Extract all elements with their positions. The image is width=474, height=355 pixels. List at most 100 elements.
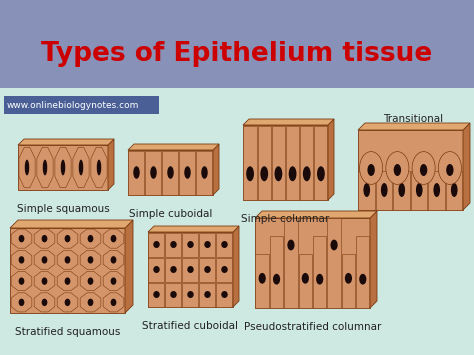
Bar bbox=[148, 257, 164, 282]
Polygon shape bbox=[358, 123, 470, 130]
Polygon shape bbox=[103, 250, 124, 269]
Ellipse shape bbox=[420, 164, 427, 176]
Polygon shape bbox=[91, 147, 107, 188]
Ellipse shape bbox=[88, 299, 93, 306]
Bar bbox=[148, 233, 164, 257]
Polygon shape bbox=[128, 144, 219, 150]
Ellipse shape bbox=[42, 299, 47, 306]
Ellipse shape bbox=[260, 166, 268, 181]
Bar bbox=[165, 283, 182, 306]
Bar bbox=[243, 125, 328, 200]
Bar bbox=[300, 126, 313, 200]
Ellipse shape bbox=[42, 256, 47, 264]
Text: Stratified cuboidal: Stratified cuboidal bbox=[143, 321, 238, 331]
Ellipse shape bbox=[317, 166, 325, 181]
Ellipse shape bbox=[381, 183, 388, 197]
Bar bbox=[358, 130, 463, 210]
Bar bbox=[217, 233, 233, 257]
Ellipse shape bbox=[204, 266, 211, 273]
Ellipse shape bbox=[43, 160, 47, 175]
Bar bbox=[0, 0, 474, 88]
Polygon shape bbox=[11, 229, 32, 248]
Ellipse shape bbox=[79, 160, 83, 175]
Ellipse shape bbox=[416, 183, 423, 197]
Polygon shape bbox=[55, 147, 71, 188]
Text: Simple squamous: Simple squamous bbox=[17, 204, 109, 214]
Ellipse shape bbox=[88, 235, 93, 242]
Ellipse shape bbox=[133, 166, 140, 179]
Ellipse shape bbox=[446, 164, 454, 176]
Polygon shape bbox=[18, 139, 114, 145]
Polygon shape bbox=[10, 220, 133, 228]
Polygon shape bbox=[213, 144, 219, 195]
Bar bbox=[217, 283, 233, 306]
Bar bbox=[197, 151, 212, 195]
Ellipse shape bbox=[359, 274, 366, 285]
Bar bbox=[411, 170, 428, 209]
Ellipse shape bbox=[18, 277, 24, 285]
Bar bbox=[314, 126, 328, 200]
Polygon shape bbox=[11, 272, 32, 291]
Ellipse shape bbox=[97, 160, 101, 175]
Ellipse shape bbox=[64, 235, 70, 242]
Bar bbox=[4, 96, 159, 114]
Ellipse shape bbox=[64, 256, 70, 264]
Bar bbox=[376, 170, 392, 209]
Ellipse shape bbox=[61, 160, 65, 175]
Bar bbox=[148, 232, 233, 307]
Ellipse shape bbox=[110, 235, 117, 242]
Bar bbox=[180, 151, 195, 195]
Text: Types of Epithelium tissue: Types of Epithelium tissue bbox=[41, 41, 433, 67]
Ellipse shape bbox=[110, 277, 117, 285]
Ellipse shape bbox=[274, 166, 283, 181]
Ellipse shape bbox=[64, 299, 70, 306]
Bar bbox=[446, 170, 463, 209]
Ellipse shape bbox=[287, 240, 294, 250]
Bar bbox=[393, 170, 410, 209]
Polygon shape bbox=[233, 226, 239, 307]
Ellipse shape bbox=[153, 241, 160, 248]
Ellipse shape bbox=[167, 166, 174, 179]
Polygon shape bbox=[57, 272, 78, 291]
Ellipse shape bbox=[394, 164, 401, 176]
Ellipse shape bbox=[204, 241, 211, 248]
Polygon shape bbox=[34, 272, 55, 291]
Ellipse shape bbox=[201, 166, 208, 179]
Ellipse shape bbox=[184, 166, 191, 179]
Ellipse shape bbox=[273, 274, 280, 285]
Bar bbox=[165, 233, 182, 257]
Ellipse shape bbox=[451, 183, 457, 197]
Ellipse shape bbox=[204, 291, 211, 298]
Bar bbox=[200, 257, 216, 282]
Polygon shape bbox=[80, 272, 101, 291]
Polygon shape bbox=[108, 139, 114, 190]
Bar bbox=[284, 218, 298, 308]
Ellipse shape bbox=[386, 152, 409, 184]
Bar bbox=[428, 170, 445, 209]
Polygon shape bbox=[57, 229, 78, 248]
Bar bbox=[165, 257, 182, 282]
Ellipse shape bbox=[88, 277, 93, 285]
Ellipse shape bbox=[412, 152, 435, 184]
Polygon shape bbox=[370, 211, 377, 308]
Ellipse shape bbox=[88, 256, 93, 264]
Bar bbox=[255, 218, 370, 308]
Ellipse shape bbox=[438, 152, 461, 184]
Ellipse shape bbox=[153, 266, 160, 273]
Polygon shape bbox=[243, 119, 334, 125]
Bar bbox=[328, 218, 341, 308]
Ellipse shape bbox=[170, 266, 177, 273]
Text: Simple columnar: Simple columnar bbox=[241, 214, 329, 224]
Ellipse shape bbox=[187, 266, 194, 273]
Polygon shape bbox=[11, 293, 32, 312]
Bar bbox=[18, 145, 108, 190]
Ellipse shape bbox=[360, 152, 383, 184]
Bar bbox=[258, 126, 271, 200]
Bar bbox=[217, 257, 233, 282]
Ellipse shape bbox=[18, 299, 24, 306]
Bar bbox=[163, 151, 179, 195]
Bar bbox=[356, 236, 370, 308]
Bar bbox=[200, 233, 216, 257]
Polygon shape bbox=[57, 250, 78, 269]
Polygon shape bbox=[11, 250, 32, 269]
